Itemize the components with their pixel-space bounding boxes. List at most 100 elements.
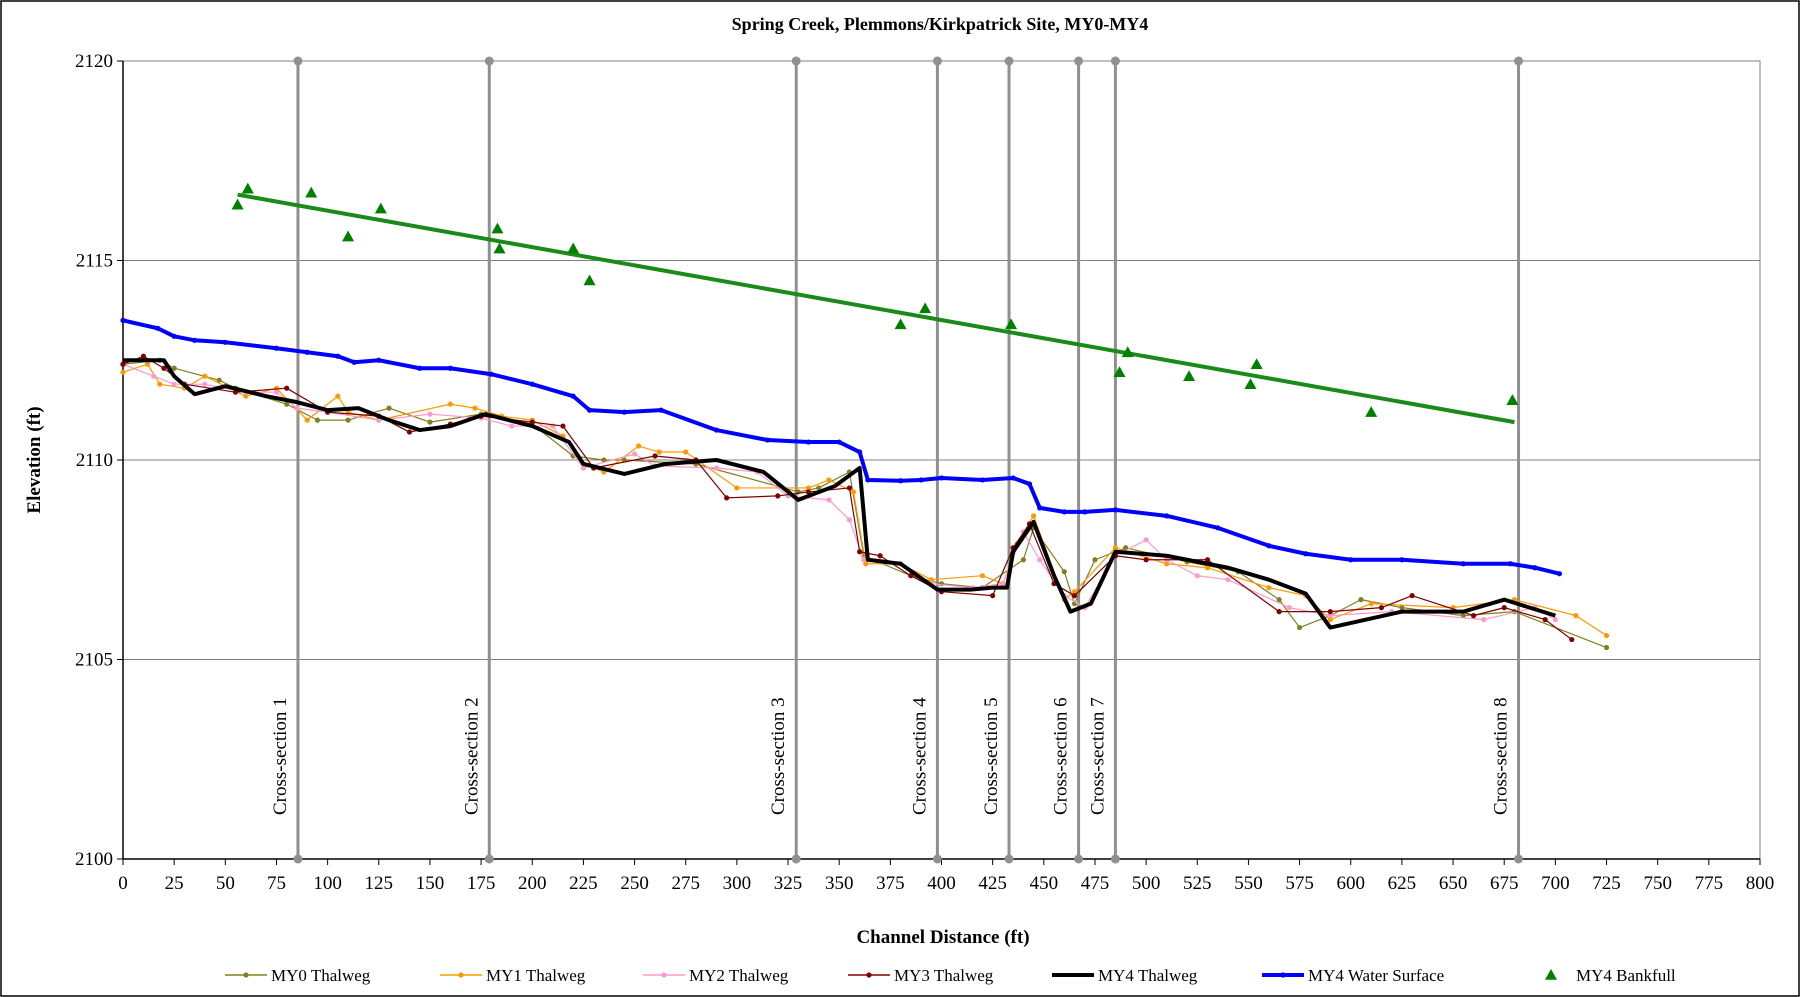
data-point	[386, 405, 392, 411]
data-point	[305, 186, 318, 198]
data-point	[1542, 617, 1548, 623]
legend-label: MY4 Water Surface	[1308, 966, 1444, 985]
cross-section-end	[932, 854, 942, 864]
data-point	[846, 517, 853, 523]
data-point	[1071, 589, 1078, 595]
data-point	[713, 465, 720, 471]
data-point	[1092, 557, 1098, 563]
data-point	[157, 381, 163, 387]
x-tick-label: 575	[1285, 873, 1314, 894]
data-point	[683, 449, 689, 455]
data-point	[342, 230, 355, 242]
data-point	[1005, 318, 1018, 330]
data-point	[861, 557, 867, 563]
data-point	[427, 419, 433, 425]
data-point	[202, 381, 208, 387]
data-point	[1244, 378, 1257, 389]
data-point	[1569, 636, 1575, 643]
data-point	[1183, 370, 1196, 382]
data-point	[1194, 573, 1200, 579]
data-point	[1296, 624, 1303, 631]
data-point	[1266, 543, 1272, 549]
data-point	[775, 493, 781, 499]
cross-section-end	[1110, 854, 1120, 864]
data-point	[1506, 394, 1519, 405]
data-point	[1037, 505, 1043, 511]
data-point	[836, 439, 842, 445]
data-point	[335, 353, 341, 359]
data-point	[1204, 565, 1211, 571]
x-tick-label: 750	[1643, 873, 1672, 894]
cross-section-label: Cross-section 7	[1087, 697, 1108, 815]
data-point	[850, 489, 857, 495]
data-point	[1603, 632, 1610, 639]
data-point	[1365, 406, 1378, 417]
data-point	[376, 417, 382, 423]
data-point	[656, 449, 662, 455]
cross-section-end	[791, 854, 801, 864]
data-point	[151, 373, 157, 379]
data-point	[805, 489, 812, 495]
cross-section-end	[1004, 854, 1014, 864]
y-tick-label: 2115	[76, 251, 113, 272]
cross-section-end	[1110, 56, 1120, 66]
cross-section-label: Cross-section 6	[1051, 697, 1072, 815]
data-point	[1409, 593, 1415, 599]
data-point	[1507, 561, 1513, 567]
cross-section-label: Cross-section 8	[1491, 697, 1512, 815]
data-point	[658, 407, 664, 413]
data-point	[734, 485, 740, 491]
data-point	[427, 411, 433, 417]
x-tick-label: 75	[267, 873, 286, 894]
legend-label: MY4 Bankfull	[1576, 966, 1676, 985]
data-point	[897, 478, 904, 484]
data-point	[120, 369, 126, 375]
legend-label: MY0 Thalweg	[271, 966, 371, 985]
data-point	[472, 405, 478, 411]
data-point	[243, 393, 249, 399]
legend-label: MY3 Thalweg	[894, 966, 994, 985]
data-point	[1378, 605, 1385, 611]
data-point	[1163, 561, 1170, 567]
data-point	[120, 317, 126, 323]
data-point	[529, 419, 535, 425]
data-point	[1603, 644, 1610, 651]
data-point	[335, 393, 341, 399]
data-point	[979, 477, 986, 483]
data-point	[273, 345, 280, 351]
x-tick-label: 450	[1030, 873, 1059, 894]
x-tick-label: 525	[1183, 873, 1212, 894]
data-point	[1123, 545, 1129, 551]
data-point	[1225, 577, 1231, 583]
cross-section-end	[932, 56, 942, 66]
legend-label: MY4 Thalweg	[1098, 966, 1198, 985]
x-tick-label: 200	[518, 873, 547, 894]
data-point	[586, 407, 593, 413]
data-point	[1399, 557, 1405, 563]
data-point	[376, 357, 382, 363]
data-point	[1112, 507, 1119, 513]
data-point	[1061, 569, 1067, 575]
x-tick-label: 275	[671, 873, 700, 894]
data-point	[631, 451, 638, 457]
data-point	[241, 182, 254, 194]
data-point	[570, 453, 576, 459]
data-point	[1501, 605, 1507, 611]
data-point	[1327, 617, 1333, 623]
data-point	[231, 198, 244, 210]
data-point	[580, 465, 587, 471]
cross-section-end	[1074, 854, 1084, 864]
data-point	[1276, 609, 1282, 615]
data-point	[805, 485, 812, 491]
x-tick-label: 600	[1337, 873, 1366, 894]
x-tick-label: 675	[1490, 873, 1519, 894]
x-tick-label: 375	[876, 873, 905, 894]
data-point	[417, 365, 423, 371]
trendline	[237, 192, 1515, 425]
data-point	[1552, 617, 1558, 623]
data-point	[1113, 366, 1126, 378]
x-tick-label: 325	[774, 873, 803, 894]
data-point	[865, 477, 871, 483]
data-point	[938, 581, 945, 587]
data-point	[816, 485, 822, 491]
